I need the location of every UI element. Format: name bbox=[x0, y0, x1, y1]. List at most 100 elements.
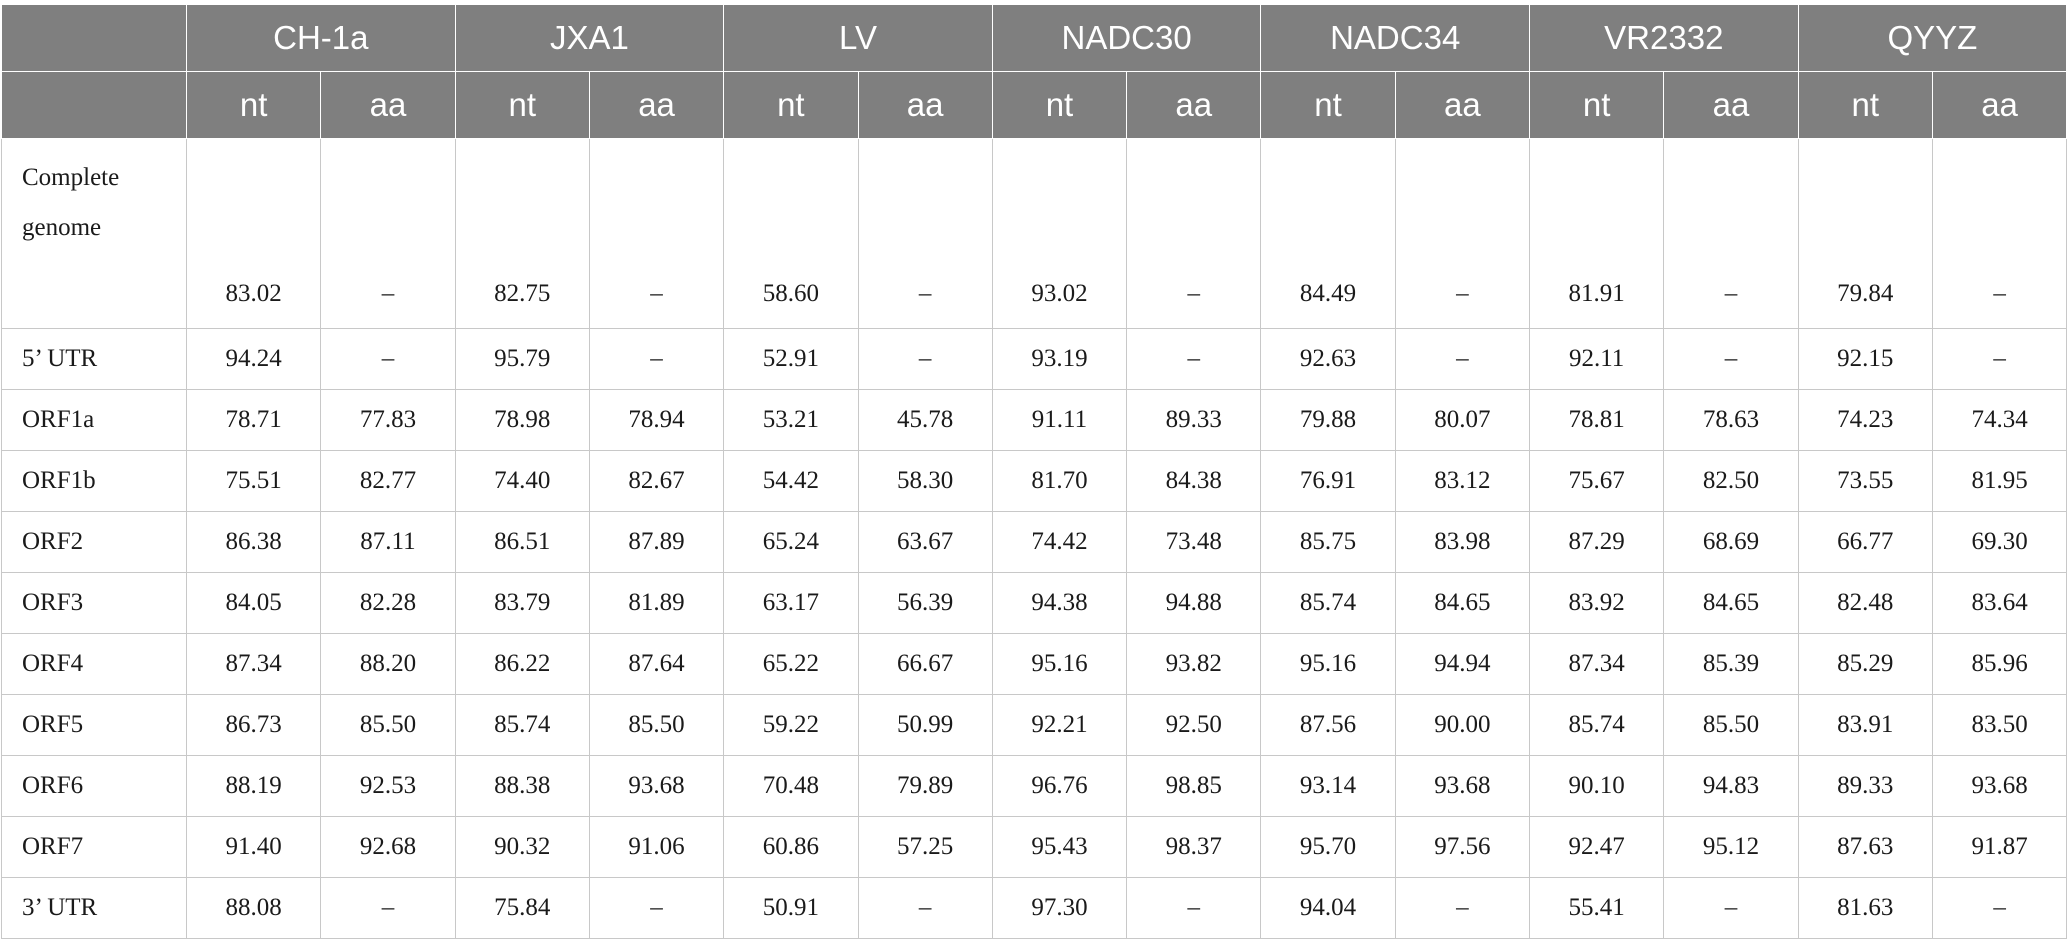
aa-value-cell: – bbox=[1394, 138, 1531, 329]
nt-value-cell: 95.16 bbox=[991, 633, 1128, 695]
nt-value-cell: 84.49 bbox=[1260, 138, 1396, 329]
strain-header-row: CH-1a JXA1 LV NADC30 NADC34 VR2332 QYYZ bbox=[1, 4, 2068, 72]
nt-value-cell: 83.92 bbox=[1528, 572, 1665, 634]
nt-value-cell: 85.74 bbox=[1528, 694, 1665, 756]
nt-value-cell: 86.51 bbox=[454, 511, 590, 573]
table-row: ORF1a 78.71 77.83 78.98 78.94 53.21 45.78 91.11… bbox=[1, 389, 2068, 451]
nt-value-cell: 82.75 bbox=[454, 138, 590, 329]
aa-value-cell: 83.98 bbox=[1394, 511, 1531, 573]
strain-header: VR2332 bbox=[1529, 4, 1799, 72]
nt-value-cell: 95.79 bbox=[454, 328, 590, 390]
aa-value-cell: 81.95 bbox=[1931, 450, 2068, 512]
nt-value-cell: 90.32 bbox=[454, 816, 590, 878]
nt-value-cell: 73.55 bbox=[1797, 450, 1933, 512]
header-corner-cell bbox=[1, 4, 187, 72]
nt-value-cell: 70.48 bbox=[723, 755, 859, 817]
aa-value-cell: 79.89 bbox=[857, 755, 993, 817]
nt-value-cell: 74.42 bbox=[991, 511, 1128, 573]
aa-value-cell: 94.83 bbox=[1663, 755, 1799, 817]
aa-value-cell: 68.69 bbox=[1663, 511, 1799, 573]
aa-value-cell: – bbox=[1663, 328, 1799, 390]
nt-value-cell: 82.48 bbox=[1797, 572, 1933, 634]
nt-value-cell: 75.51 bbox=[185, 450, 322, 512]
table-row: ORF7 91.40 92.68 90.32 91.06 60.86 57.25 95.43 9… bbox=[1, 816, 2068, 878]
nt-value-cell: 88.19 bbox=[185, 755, 322, 817]
nt-value-cell: 92.47 bbox=[1528, 816, 1665, 878]
aa-value-cell: 73.48 bbox=[1126, 511, 1262, 573]
aa-value-cell: 87.11 bbox=[320, 511, 456, 573]
table-row: ORF5 86.73 85.50 85.74 85.50 59.22 50.99 92.21 9… bbox=[1, 694, 2068, 756]
nt-value-cell: 95.16 bbox=[1260, 633, 1396, 695]
aa-value-cell: 91.06 bbox=[588, 816, 725, 878]
row-label: ORF5 bbox=[1, 694, 187, 756]
header-corner-cell bbox=[1, 71, 187, 139]
row-label: ORF3 bbox=[1, 572, 187, 634]
aa-value-cell: – bbox=[1394, 328, 1531, 390]
aa-value-cell: 82.28 bbox=[320, 572, 456, 634]
aa-header: aa bbox=[320, 71, 456, 139]
table-row: ORF4 87.34 88.20 86.22 87.64 65.22 66.67 95.16 9… bbox=[1, 633, 2068, 695]
aa-value-cell: 69.30 bbox=[1931, 511, 2068, 573]
nt-value-cell: 81.70 bbox=[991, 450, 1128, 512]
nt-value-cell: 81.91 bbox=[1528, 138, 1665, 329]
aa-value-cell: 93.82 bbox=[1126, 633, 1262, 695]
aa-value-cell: – bbox=[1126, 138, 1262, 329]
nt-value-cell: 93.14 bbox=[1260, 755, 1396, 817]
nt-value-cell: 78.98 bbox=[454, 389, 590, 451]
aa-value-cell: 85.96 bbox=[1931, 633, 2068, 695]
nt-header: nt bbox=[1528, 71, 1665, 139]
nt-value-cell: 83.79 bbox=[454, 572, 590, 634]
aa-value-cell: 97.56 bbox=[1394, 816, 1531, 878]
table-row: ORF2 86.38 87.11 86.51 87.89 65.24 63.67 74.42 7… bbox=[1, 511, 2068, 573]
aa-value-cell: 94.94 bbox=[1394, 633, 1531, 695]
aa-value-cell: – bbox=[320, 328, 456, 390]
aa-value-cell: 94.88 bbox=[1126, 572, 1262, 634]
aa-value-cell: 56.39 bbox=[857, 572, 993, 634]
table-row: ORF1b 75.51 82.77 74.40 82.67 54.42 58.30 81.70… bbox=[1, 450, 2068, 512]
nt-value-cell: 94.24 bbox=[185, 328, 322, 390]
nt-header: nt bbox=[1797, 71, 1933, 139]
unit-header-row: nt aa nt aa nt aa nt aa nt aa nt aa nt aa bbox=[1, 71, 2068, 139]
nt-value-cell: 92.63 bbox=[1260, 328, 1396, 390]
nt-value-cell: 89.33 bbox=[1797, 755, 1933, 817]
nt-value-cell: 85.75 bbox=[1260, 511, 1396, 573]
aa-value-cell: 77.83 bbox=[320, 389, 456, 451]
nt-value-cell: 59.22 bbox=[723, 694, 859, 756]
nt-value-cell: 91.40 bbox=[185, 816, 322, 878]
nt-value-cell: 92.21 bbox=[991, 694, 1128, 756]
aa-value-cell: 95.12 bbox=[1663, 816, 1799, 878]
aa-value-cell: – bbox=[1931, 877, 2068, 939]
aa-value-cell: 83.50 bbox=[1931, 694, 2068, 756]
aa-value-cell: 78.94 bbox=[588, 389, 725, 451]
aa-value-cell: – bbox=[1394, 877, 1531, 939]
nt-value-cell: 79.84 bbox=[1797, 138, 1933, 329]
nt-value-cell: 87.63 bbox=[1797, 816, 1933, 878]
nt-header: nt bbox=[991, 71, 1128, 139]
aa-value-cell: 83.12 bbox=[1394, 450, 1531, 512]
nt-value-cell: 76.91 bbox=[1260, 450, 1396, 512]
nt-value-cell: 95.70 bbox=[1260, 816, 1396, 878]
aa-header: aa bbox=[1126, 71, 1262, 139]
nt-value-cell: 87.56 bbox=[1260, 694, 1396, 756]
nt-value-cell: 52.91 bbox=[723, 328, 859, 390]
aa-header: aa bbox=[1663, 71, 1799, 139]
nt-value-cell: 54.42 bbox=[723, 450, 859, 512]
nt-value-cell: 87.29 bbox=[1528, 511, 1665, 573]
aa-value-cell: 83.64 bbox=[1931, 572, 2068, 634]
aa-value-cell: 91.87 bbox=[1931, 816, 2068, 878]
aa-value-cell: 90.00 bbox=[1394, 694, 1531, 756]
nt-value-cell: 94.04 bbox=[1260, 877, 1396, 939]
aa-value-cell: 45.78 bbox=[857, 389, 993, 451]
nt-header: nt bbox=[723, 71, 859, 139]
aa-value-cell: – bbox=[1663, 138, 1799, 329]
strain-header: NADC34 bbox=[1260, 4, 1530, 72]
nt-value-cell: 93.19 bbox=[991, 328, 1128, 390]
aa-value-cell: 88.20 bbox=[320, 633, 456, 695]
nt-value-cell: 86.22 bbox=[454, 633, 590, 695]
nt-value-cell: 58.60 bbox=[723, 138, 859, 329]
aa-value-cell: – bbox=[1931, 328, 2068, 390]
row-label: ORF2 bbox=[1, 511, 187, 573]
nt-value-cell: 78.71 bbox=[185, 389, 322, 451]
nt-value-cell: 96.76 bbox=[991, 755, 1128, 817]
nt-value-cell: 86.38 bbox=[185, 511, 322, 573]
